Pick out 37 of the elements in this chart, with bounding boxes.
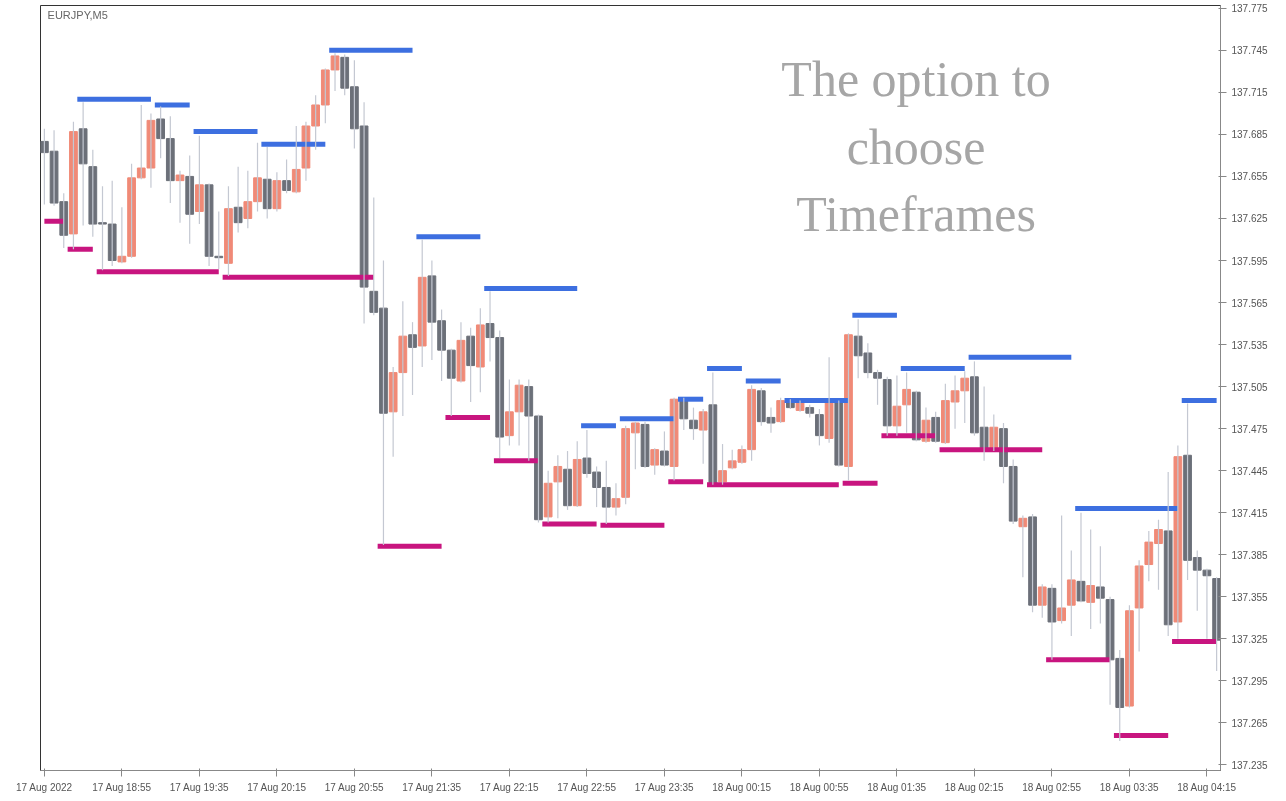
annotation: EURJPY,M5 [47, 8, 108, 21]
x-tick-label: 18 Aug 04:15 [1177, 781, 1237, 793]
y-tick-label: 137.355 [1231, 591, 1269, 603]
x-tick-label: 17 Aug 22:55 [557, 781, 617, 793]
y-tick-label: 137.595 [1231, 255, 1269, 267]
y-tick-label: 137.535 [1231, 339, 1269, 351]
x-tick-label: 17 Aug 20:15 [247, 781, 307, 793]
x-tick-label: 18 Aug 01:35 [867, 781, 927, 793]
y-tick-label: 137.235 [1231, 759, 1269, 771]
y-tick-label: 137.715 [1231, 87, 1269, 99]
y-tick-label: 137.415 [1231, 507, 1269, 519]
x-tick-label: 17 Aug 23:35 [634, 781, 695, 793]
y-tick-label: 137.565 [1231, 297, 1269, 309]
y-tick-label: 137.385 [1231, 549, 1269, 561]
x-tick-label: 17 Aug 2022 [16, 781, 73, 793]
y-tick-label: 137.625 [1231, 213, 1269, 225]
x-tick-label: 17 Aug 22:15 [479, 781, 540, 793]
x-tick-label: 18 Aug 00:55 [789, 781, 850, 793]
y-tick-label: 137.325 [1231, 633, 1269, 645]
x-tick-label: 18 Aug 02:15 [944, 781, 1005, 793]
y-tick-label: 137.445 [1231, 465, 1269, 477]
y-tick-label: 137.745 [1231, 45, 1269, 57]
x-tick-label: 18 Aug 03:35 [1099, 781, 1160, 793]
y-tick-label: 137.775 [1231, 3, 1269, 15]
x-tick-label: 17 Aug 20:55 [324, 781, 385, 793]
x-tick-label: 18 Aug 02:55 [1022, 781, 1082, 793]
y-tick-label: 137.655 [1231, 171, 1269, 183]
x-tick-label: 17 Aug 18:55 [92, 781, 152, 793]
annotation: The option to choose Timeframes [781, 51, 1051, 242]
y-tick-label: 137.295 [1231, 675, 1269, 687]
x-tick-label: 17 Aug 19:35 [169, 781, 230, 793]
y-tick-label: 137.505 [1231, 381, 1269, 393]
y-tick-label: 137.685 [1231, 129, 1269, 141]
x-tick-label: 18 Aug 00:15 [712, 781, 772, 793]
y-tick-label: 137.475 [1231, 423, 1269, 435]
x-tick-label: 17 Aug 21:35 [402, 781, 462, 793]
y-tick-label: 137.265 [1231, 717, 1269, 729]
